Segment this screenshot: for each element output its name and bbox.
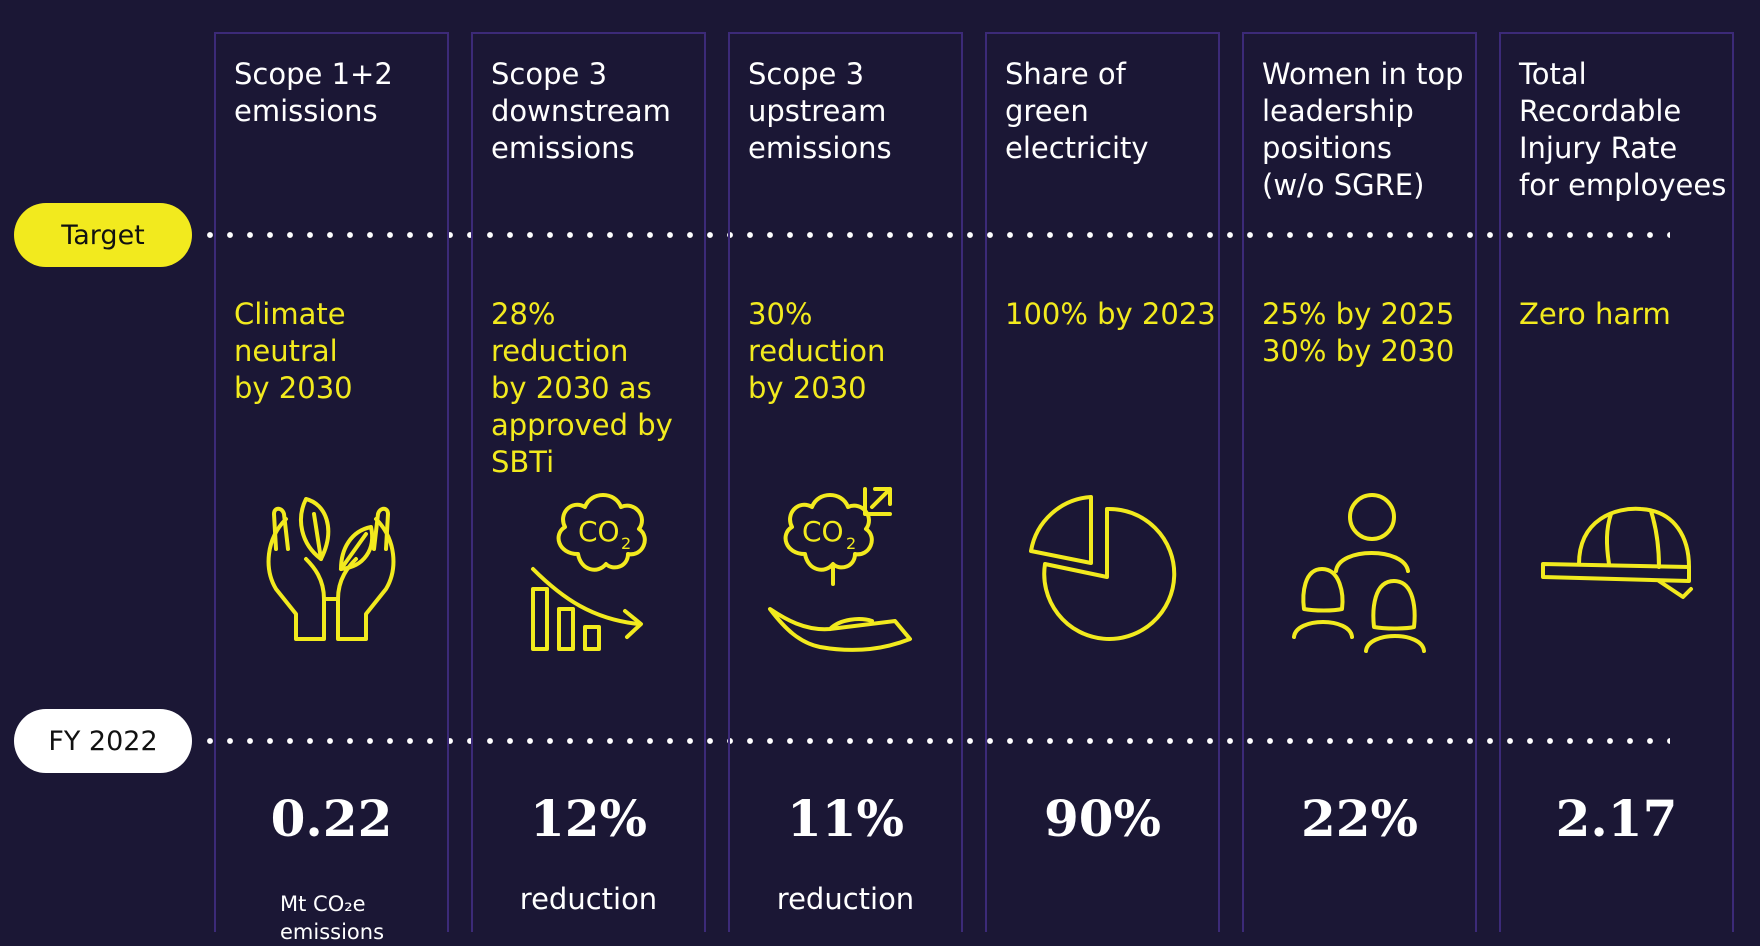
hard-hat-icon [1531, 459, 1701, 659]
co2-hand-icon: CO 2 [760, 459, 930, 659]
pie-chart-icon [1017, 459, 1187, 659]
fy-unit: reduction [776, 882, 915, 916]
column-green-electricity: Share of green electricity 100% by 2023 … [985, 32, 1220, 932]
co2-decreasing-bars-icon: CO 2 [503, 459, 673, 659]
column-target: 100% by 2023 [1005, 297, 1216, 331]
fy-label-text: FY 2022 [48, 725, 158, 757]
fy-value: 0.22 [270, 789, 393, 848]
target-dotted-line [200, 232, 1670, 238]
column-women-leadership: Women in top leadership positions (w/o S… [1242, 32, 1477, 932]
co2-subscript: 2 [621, 534, 631, 553]
column-title: Share of green electricity [1005, 57, 1149, 165]
column-target: 30% reduction by 2030 [748, 297, 886, 405]
fy-dotted-line [200, 738, 1670, 744]
infographic: Target FY 2022 Scope 1+2 emissions Clima… [14, 32, 1734, 944]
column-scope-3-upstream: Scope 3 upstream emissions 30% reduction… [728, 32, 963, 932]
fy-value: 11% [786, 789, 905, 848]
hands-leaves-icon [246, 459, 416, 659]
co2-label: CO [578, 515, 620, 548]
fy-value: 2.17 [1555, 789, 1678, 848]
column-target: 25% by 2025 30% by 2030 [1262, 297, 1455, 368]
target-label-text: Target [61, 219, 145, 251]
column-title: Total Recordable Injury Rate for employe… [1519, 57, 1727, 202]
column-target: 28% reduction by 2030 as approved by SBT… [491, 297, 673, 479]
column-target: Climate neutral by 2030 [234, 297, 353, 405]
co2-subscript: 2 [846, 534, 856, 553]
fy-value: 90% [1043, 789, 1162, 848]
fy-value: 22% [1300, 789, 1419, 848]
co2-label: CO [802, 515, 844, 548]
fy-unit: reduction [519, 882, 658, 916]
fy-row-label: FY 2022 [14, 709, 192, 773]
fy-unit: Mt CO₂e emissions [280, 892, 385, 944]
column-target: Zero harm [1519, 297, 1671, 331]
column-title: Scope 3 upstream emissions [748, 57, 892, 165]
column-injury-rate: Total Recordable Injury Rate for employe… [1499, 32, 1734, 932]
column-scope-3-downstream: Scope 3 downstream emissions 28% reducti… [471, 32, 706, 932]
column-title: Women in top leadership positions (w/o S… [1262, 57, 1464, 202]
column-title: Scope 1+2 emissions [234, 57, 393, 128]
column-scope-1-2: Scope 1+2 emissions Climate neutral by 2… [214, 32, 449, 944]
fy-value: 12% [529, 789, 648, 848]
target-row-label: Target [14, 203, 192, 267]
people-group-icon [1274, 459, 1444, 659]
column-title: Scope 3 downstream emissions [491, 57, 671, 165]
